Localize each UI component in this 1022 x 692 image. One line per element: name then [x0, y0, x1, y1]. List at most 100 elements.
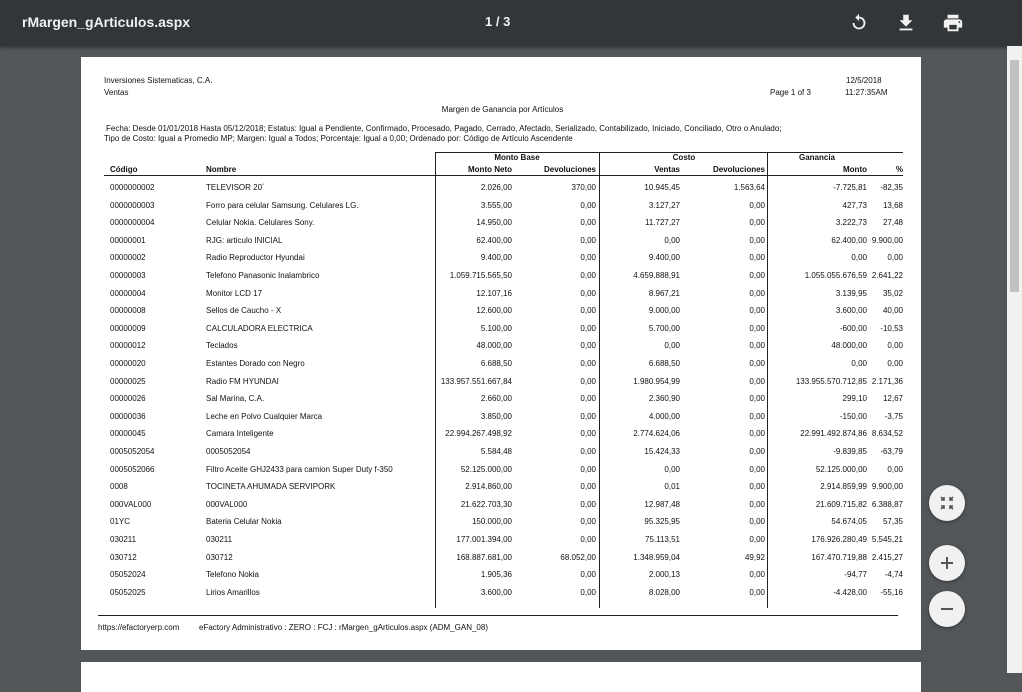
table-cell: 0,00	[887, 464, 903, 474]
table-cell: 0,00	[749, 464, 765, 474]
table-cell: 000VAL000	[110, 499, 152, 509]
zoom-in-button[interactable]	[929, 545, 965, 581]
table-cell: TOCINETA AHUMADA SERVIPORK	[206, 482, 336, 492]
table-cell: 54.674,05	[831, 517, 867, 527]
group-header: Monto Base	[494, 153, 540, 162]
company: Inversiones Sistematicas, C.A.	[104, 76, 213, 85]
column-header: Código	[110, 165, 138, 174]
table-cell: Telefono Panasonic Inalambrico	[206, 271, 320, 280]
column-rule	[767, 152, 768, 608]
table-cell: 0,00	[580, 323, 596, 333]
table-cell: 1.905,36	[480, 570, 512, 580]
table-cell: 00000025	[110, 376, 146, 386]
table-cell: 0,00	[580, 218, 596, 228]
table-cell: 52.125.000,00	[460, 464, 512, 474]
table-cell: -600,00	[839, 323, 867, 333]
table-cell: 0,00	[580, 499, 596, 509]
table-cell: 3.222,73	[835, 218, 867, 228]
scrollbar[interactable]	[1007, 46, 1022, 673]
table-cell: -7.725,81	[833, 183, 867, 192]
table-cell: 4.659.888,91	[633, 271, 680, 280]
table-cell: 133.955.570.712,85	[795, 376, 867, 386]
table-cell: 0,00	[749, 288, 765, 298]
table-cell: 00000036	[110, 411, 146, 421]
table-cell: 1.055.055.676,59	[804, 271, 867, 280]
table-cell: 2.415,27	[871, 552, 903, 562]
table-cell: -55,16	[880, 587, 903, 597]
table-cell: 00000012	[110, 341, 146, 351]
table-cell: 95.325,95	[644, 517, 680, 527]
table-cell: 0,00	[749, 271, 765, 280]
table-cell: 030712	[110, 552, 137, 562]
table-cell: 299,10	[842, 394, 867, 404]
download-button[interactable]	[895, 12, 917, 34]
table-cell: Leche en Polvo Cualquier Marca	[206, 411, 323, 421]
table-cell: 0,00	[749, 341, 765, 351]
table-cell: 1.980.954,99	[633, 376, 680, 386]
table-cell: 9.400,00	[648, 253, 680, 263]
table-cell: 0,00	[580, 464, 596, 474]
table-cell: Estantes Dorado con Negro	[206, 359, 305, 368]
table-cell: Camara Inteligente	[206, 429, 274, 439]
table-cell: 0,00	[580, 271, 596, 280]
group-header: Ganancia	[798, 153, 835, 162]
table-cell: 12.107,16	[476, 288, 512, 298]
table-cell: 0,00	[749, 447, 765, 456]
column-header: Monto Neto	[468, 165, 512, 174]
filter-line: Tipo de Costo: Igual a Promedio MP; Marg…	[104, 134, 573, 143]
table-cell: 12,67	[882, 394, 903, 404]
table-cell: Telefono Nokia	[206, 570, 259, 580]
table-cell: 2.914.860,00	[465, 482, 512, 492]
table-cell: 2.774.624,06	[633, 429, 680, 439]
table-cell: 8.028,00	[648, 587, 680, 597]
pdf-page: Inversiones Sistematicas, C.A. Ventas 12…	[81, 57, 921, 650]
table-cell: 1.348.959,04	[633, 552, 680, 562]
table-cell: 0000000002	[110, 183, 155, 192]
table-cell: 0,00	[749, 253, 765, 263]
document-title: rMargen_gArticulos.aspx	[22, 14, 191, 30]
rotate-button[interactable]	[848, 12, 870, 34]
table-cell: 21.609.715,82	[815, 499, 867, 509]
table-cell: 0,00	[749, 587, 765, 597]
table-cell: 0,00	[580, 517, 596, 527]
table-cell: 8.634,52	[871, 429, 903, 439]
table-cell: 00000020	[110, 359, 146, 368]
table-cell: 0,00	[749, 376, 765, 386]
table-cell: 2.914.859,99	[820, 482, 867, 492]
print-button[interactable]	[942, 12, 964, 34]
table-cell: 14.950,00	[476, 218, 512, 228]
table-cell: 52.125.000,00	[815, 464, 867, 474]
table-cell: 3.127,27	[648, 200, 680, 210]
page-number: Page 1 of 3	[770, 88, 811, 97]
table-cell: 00000009	[110, 323, 146, 333]
table-cell: Sellos de Caucho - X	[206, 306, 282, 316]
header-rule	[435, 152, 903, 153]
table-cell: 2.660,00	[480, 394, 512, 404]
table-cell: 168.887.681,00	[456, 552, 512, 562]
table-cell: -9.839,85	[833, 447, 867, 456]
toolbar: rMargen_gArticulos.aspx 1 / 3	[0, 0, 1022, 46]
table-cell: 0,00	[749, 411, 765, 421]
table-cell: 6.688,50	[648, 359, 680, 368]
scroll-thumb[interactable]	[1010, 60, 1019, 292]
table-cell: 0,00	[851, 359, 867, 368]
zoom-out-button[interactable]	[929, 591, 965, 627]
report-date: 12/5/2018	[846, 76, 882, 85]
table-cell: 0,00	[749, 200, 765, 210]
table-cell: 030211	[110, 535, 137, 544]
table-cell: 030712	[206, 552, 233, 562]
table-cell: 0,00	[580, 482, 596, 492]
department: Ventas	[104, 88, 129, 97]
table-cell: 5.545,21	[871, 535, 903, 544]
table-cell: 12.600,00	[476, 306, 512, 316]
table-cell: 9.900,00	[871, 235, 903, 245]
fit-button[interactable]	[929, 485, 965, 521]
table-cell: 150.000,00	[471, 517, 512, 527]
table-cell: 3.555,00	[480, 200, 512, 210]
table-cell: 00000001	[110, 235, 146, 245]
table-cell: 0,00	[580, 341, 596, 351]
table-cell: 0,00	[749, 394, 765, 404]
table-cell: Sal Marina, C.A.	[206, 394, 265, 404]
column-header: Nombre	[206, 165, 237, 174]
report-title: Margen de Ganancia por Artículos	[441, 105, 564, 114]
